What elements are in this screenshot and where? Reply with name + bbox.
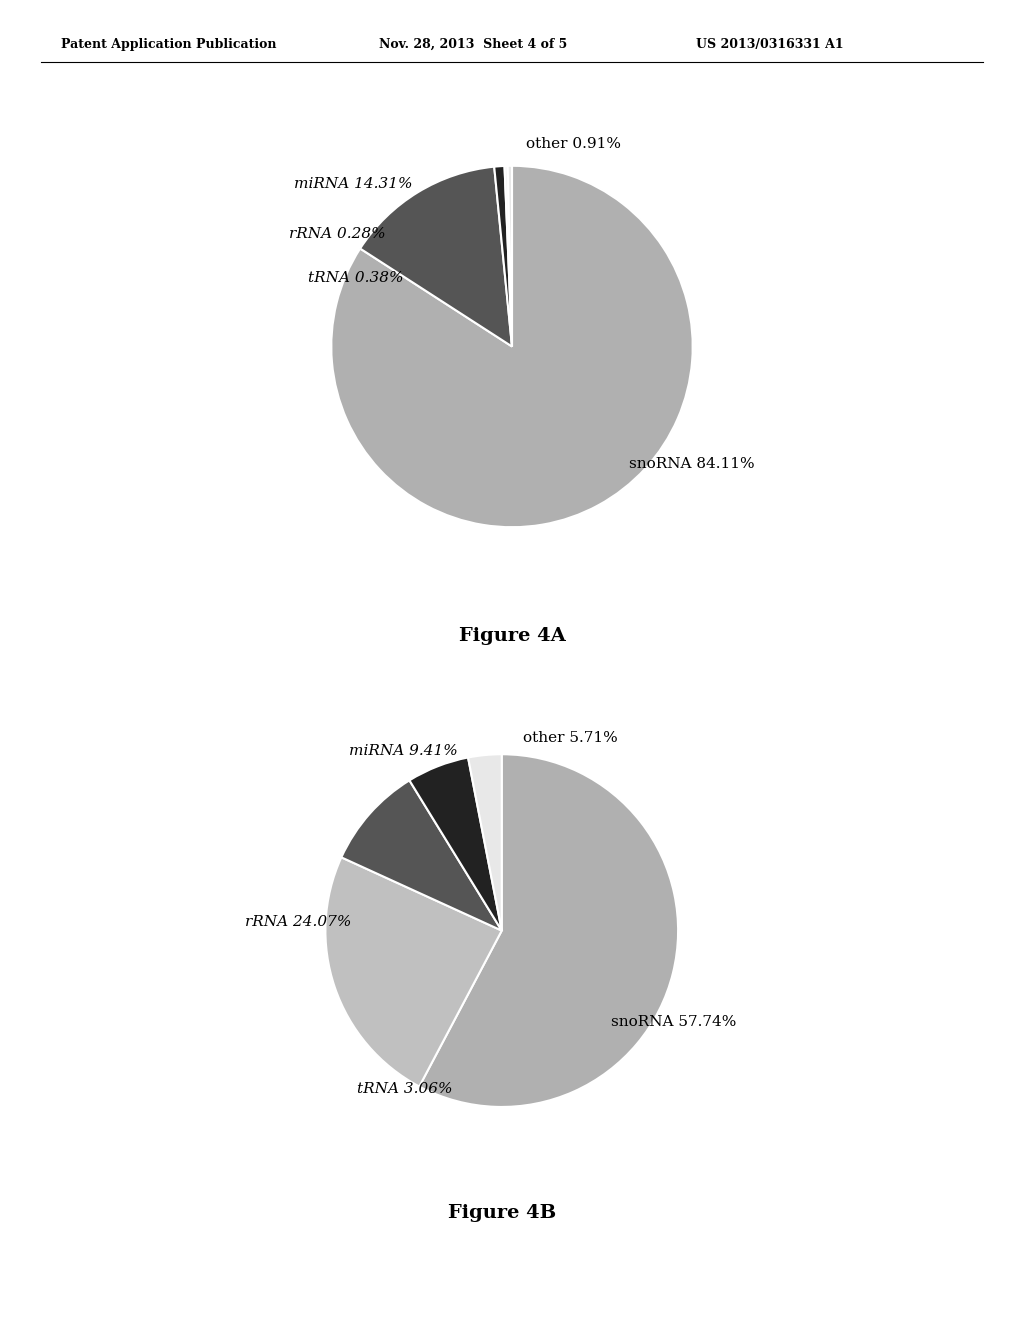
Text: rRNA 0.28%: rRNA 0.28% <box>289 227 385 242</box>
Text: miRNA 9.41%: miRNA 9.41% <box>349 743 458 758</box>
Text: tRNA 3.06%: tRNA 3.06% <box>357 1082 453 1097</box>
Text: tRNA 0.38%: tRNA 0.38% <box>308 271 403 285</box>
Text: Figure 4B: Figure 4B <box>447 1204 556 1222</box>
Wedge shape <box>495 166 512 346</box>
Wedge shape <box>410 758 502 931</box>
Text: rRNA 24.07%: rRNA 24.07% <box>246 915 352 929</box>
Wedge shape <box>508 166 512 346</box>
Wedge shape <box>505 166 512 346</box>
Text: Figure 4A: Figure 4A <box>459 627 565 644</box>
Text: miRNA 14.31%: miRNA 14.31% <box>294 177 413 191</box>
Wedge shape <box>468 754 502 931</box>
Wedge shape <box>360 166 512 346</box>
Wedge shape <box>341 780 502 931</box>
Text: snoRNA 57.74%: snoRNA 57.74% <box>611 1015 736 1030</box>
Wedge shape <box>332 166 692 527</box>
Text: US 2013/0316331 A1: US 2013/0316331 A1 <box>696 37 844 50</box>
Text: other 5.71%: other 5.71% <box>523 731 617 746</box>
Text: Nov. 28, 2013  Sheet 4 of 5: Nov. 28, 2013 Sheet 4 of 5 <box>379 37 567 50</box>
Text: other 0.91%: other 0.91% <box>526 137 622 152</box>
Wedge shape <box>326 857 502 1086</box>
Text: snoRNA 84.11%: snoRNA 84.11% <box>630 457 755 471</box>
Wedge shape <box>419 754 678 1107</box>
Text: Patent Application Publication: Patent Application Publication <box>61 37 276 50</box>
